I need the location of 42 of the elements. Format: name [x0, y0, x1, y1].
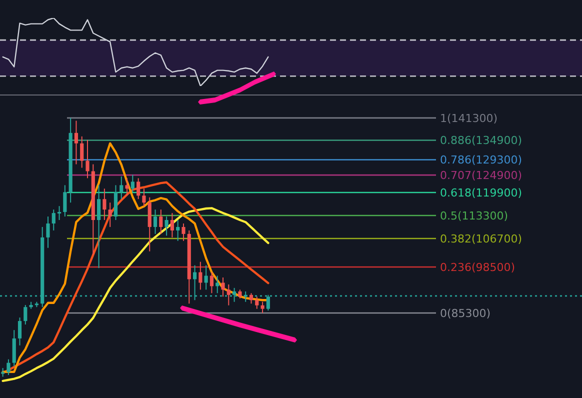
candlestick: [6, 358, 10, 376]
ref-line-label: 0.618(119900): [440, 186, 522, 200]
candlestick: [52, 209, 56, 231]
candlestick: [24, 304, 28, 326]
ref-line-label: 0.886(134900): [440, 134, 522, 148]
candlestick: [226, 284, 230, 306]
candlestick: [86, 139, 90, 179]
ref-line-label: 1(141300): [440, 112, 498, 125]
candlestick: [260, 301, 264, 314]
ref-line-label: 0.236(98500): [440, 261, 516, 274]
candlestick: [136, 178, 140, 200]
candlestick: [221, 276, 225, 298]
candlestick: [102, 188, 106, 221]
candlestick: [80, 136, 84, 168]
candlestick: [153, 209, 158, 234]
candlestick: [74, 120, 78, 165]
candlestick: [120, 176, 124, 200]
candlestick: [57, 206, 62, 221]
candlestick: [18, 317, 22, 346]
candlestick: [198, 261, 202, 290]
candlestick: [170, 212, 174, 238]
candlestick: [164, 216, 168, 236]
candlestick: [97, 184, 101, 269]
candlestick: [125, 178, 129, 196]
candlestick: [63, 184, 67, 218]
candlestick: [249, 292, 254, 304]
candlestick: [216, 275, 220, 294]
candlestick: [210, 272, 214, 294]
ref-line-label: 0.382(106700): [440, 232, 522, 246]
candlestick: [108, 202, 112, 228]
candlestick: [46, 216, 50, 248]
candlestick: [130, 174, 134, 193]
ref-line-label: 0(85300): [440, 307, 491, 320]
ref-line-label: 0.786(129300): [440, 154, 522, 167]
candlestick: [176, 220, 180, 242]
candlestick: [159, 209, 163, 234]
candlestick: [204, 264, 208, 290]
ref-line-label: 0.5(113300): [440, 209, 508, 222]
candlestick: [182, 222, 186, 242]
ref-line-label: 0.707(124900): [440, 169, 522, 182]
candlestick: [255, 296, 259, 310]
candlestick: [142, 188, 146, 207]
